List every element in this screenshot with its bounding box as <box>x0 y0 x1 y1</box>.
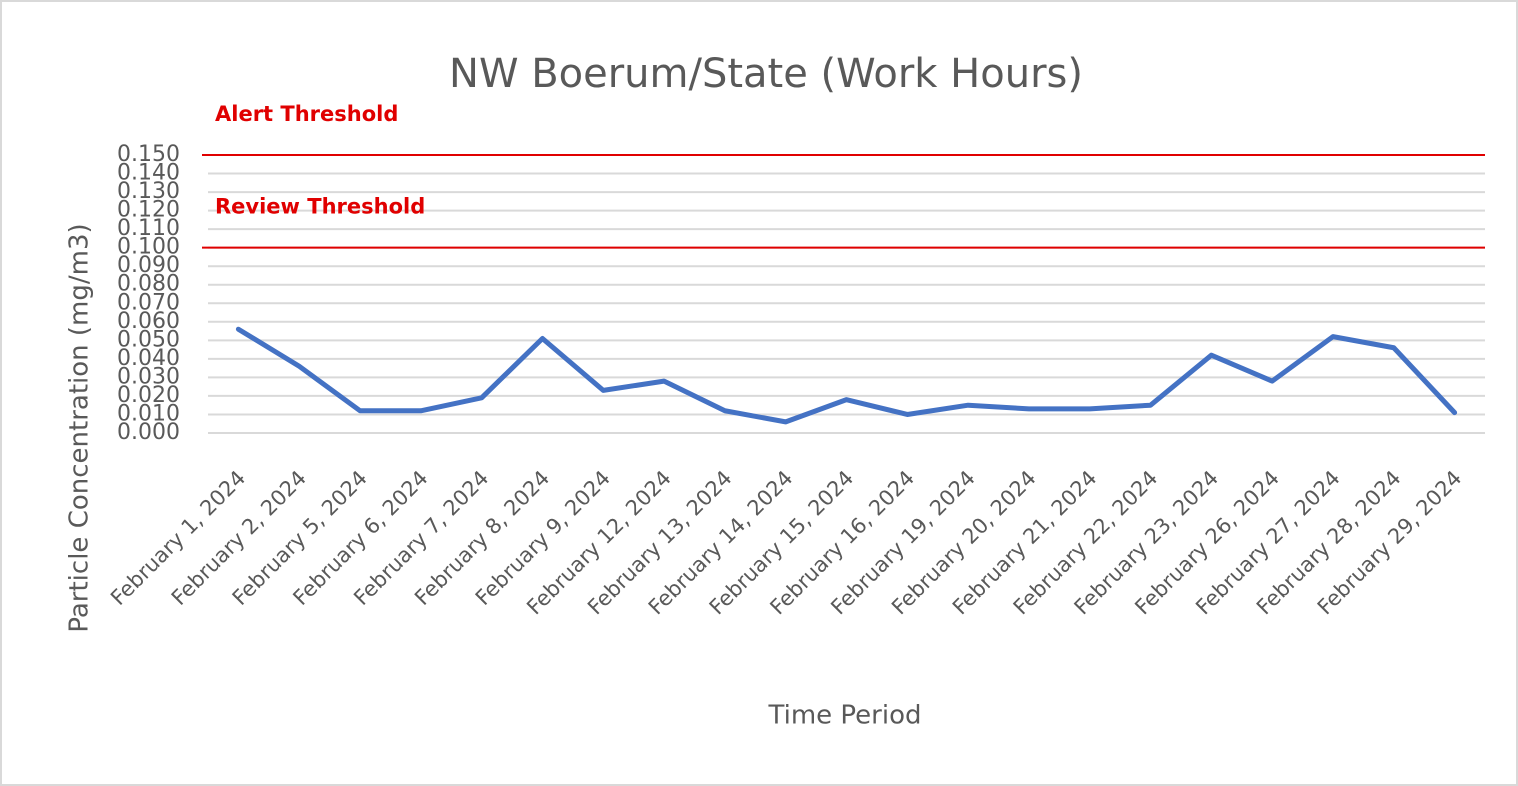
y-tick-label: 0.020 <box>117 383 180 408</box>
y-tick-label: 0.030 <box>117 364 180 389</box>
data-line <box>235 326 1458 425</box>
y-tick-label: 0.040 <box>117 346 180 371</box>
y-tick-label: 0.060 <box>117 309 180 334</box>
y-tick-label: 0.050 <box>117 327 180 352</box>
y-tick-label: 0.140 <box>117 161 180 186</box>
y-tick-label: 0.090 <box>117 253 180 278</box>
y-tick-label: 0.110 <box>117 216 180 241</box>
y-axis-label: Particle Concentration (mg/m3) <box>65 223 95 632</box>
y-tick-label: 0.130 <box>117 179 180 204</box>
threshold-label: Review Threshold <box>215 195 425 219</box>
y-tick-label: 0.100 <box>117 235 180 260</box>
y-tick-label: 0.010 <box>117 401 180 426</box>
threshold-label: Alert Threshold <box>215 102 398 126</box>
y-tick-label: 0.000 <box>117 420 180 445</box>
y-tick-label: 0.150 <box>117 142 180 167</box>
chart-title: NW Boerum/State (Work Hours) <box>449 51 1083 97</box>
y-tick-label: 0.120 <box>117 198 180 223</box>
x-axis-label: Time Period <box>768 701 922 731</box>
y-tick-label: 0.080 <box>117 272 180 297</box>
y-tick-label: 0.070 <box>117 290 180 315</box>
